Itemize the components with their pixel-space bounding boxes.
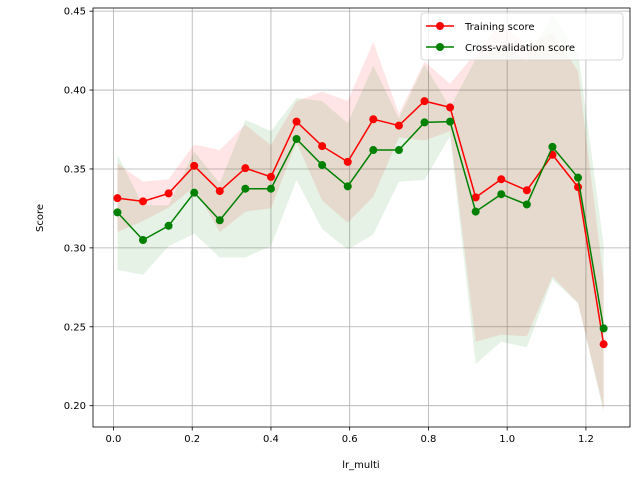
point-series-0 <box>471 193 480 202</box>
point-series-1 <box>599 324 608 333</box>
x-axis-label: lr_multi <box>342 460 379 471</box>
axes: 0.0 0.2 0.4 0.6 0.8 1.0 1.2 0.20 0.25 0.30 0.35 0.4… <box>64 7 631 445</box>
point-series-1 <box>548 142 557 151</box>
point-series-1 <box>190 188 199 197</box>
legend-label-0: Training score <box>464 22 535 33</box>
point-series-0 <box>266 172 275 181</box>
axes-frame <box>92 7 631 428</box>
x-tick-label: 0.0 <box>106 434 122 445</box>
point-series-1 <box>420 118 429 127</box>
series-lines <box>113 97 608 349</box>
x-tick-label: 0.6 <box>342 434 358 445</box>
point-series-1 <box>369 146 378 155</box>
point-series-1 <box>292 134 301 143</box>
y-tick-label: 0.30 <box>64 243 86 254</box>
point-series-1 <box>471 207 480 216</box>
point-series-1 <box>266 184 275 193</box>
point-series-1 <box>138 235 147 244</box>
y-tick-label: 0.25 <box>64 322 86 333</box>
line-series-1 <box>116 120 605 329</box>
point-series-1 <box>394 146 403 155</box>
point-series-0 <box>599 340 608 349</box>
point-series-0 <box>394 121 403 130</box>
point-series-1 <box>113 208 122 217</box>
point-series-0 <box>420 97 429 106</box>
point-series-1 <box>522 200 531 209</box>
legend-marker-0 <box>436 22 444 30</box>
legend-label-1: Cross-validation score <box>465 43 575 54</box>
confidence-bands <box>117 14 604 413</box>
point-series-0 <box>190 161 199 170</box>
point-series-1 <box>497 190 506 199</box>
plot-area <box>93 8 630 427</box>
plot-background <box>93 8 630 427</box>
x-tick-label: 1.0 <box>499 434 515 445</box>
band-series-1 <box>117 14 604 413</box>
x-tick-label: 0.4 <box>263 434 279 445</box>
point-series-0 <box>318 142 327 151</box>
point-series-1 <box>241 184 250 193</box>
point-series-0 <box>113 194 122 203</box>
point-series-1 <box>164 221 173 230</box>
point-series-1 <box>215 216 224 225</box>
point-series-1 <box>446 117 455 126</box>
point-series-0 <box>446 103 455 112</box>
point-series-1 <box>574 173 583 182</box>
point-series-0 <box>343 157 352 166</box>
point-series-1 <box>318 161 327 170</box>
legend-marker-1 <box>436 43 444 51</box>
point-series-0 <box>215 187 224 196</box>
y-tick-label: 0.40 <box>64 86 86 97</box>
x-tick-label: 0.8 <box>420 434 436 445</box>
point-series-0 <box>292 117 301 126</box>
legend-box <box>420 12 624 61</box>
y-tick-label: 0.35 <box>64 164 86 175</box>
y-tick-label: 0.20 <box>64 401 86 412</box>
point-series-0 <box>138 197 147 206</box>
x-tick-label: 1.2 <box>578 434 594 445</box>
x-tick-label: 0.2 <box>184 434 200 445</box>
point-series-0 <box>164 189 173 198</box>
grid <box>93 8 630 427</box>
band-series-0 <box>117 23 604 409</box>
y-axis-label: Score <box>35 204 46 232</box>
point-series-1 <box>343 182 352 191</box>
line-series-0 <box>117 100 605 345</box>
point-series-0 <box>369 115 378 124</box>
point-series-0 <box>522 186 531 195</box>
point-series-0 <box>497 175 506 184</box>
legend: Training score Cross-validation score <box>420 12 624 61</box>
point-series-0 <box>241 164 250 173</box>
y-tick-label: 0.45 <box>64 7 86 18</box>
